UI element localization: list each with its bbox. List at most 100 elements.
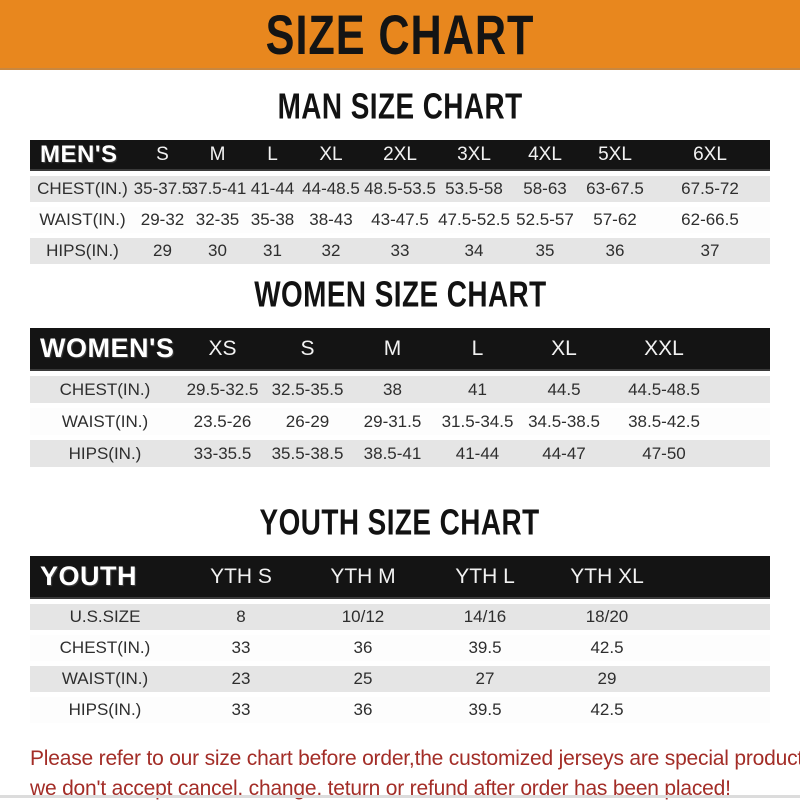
women-waist-row: WAIST(IN.) 23.5-26 26-29 29-31.5 31.5-34… — [30, 408, 770, 435]
youth-table-label: YOUTH — [40, 561, 137, 591]
cell: 27 — [475, 669, 495, 688]
women-header-row: WOMEN'S XS S M L XL XXL — [30, 328, 770, 371]
cell: 43-47.5 — [371, 210, 429, 229]
spacer-cell — [720, 408, 770, 435]
cell: 47-50 — [642, 443, 686, 463]
cell: 35-38 — [250, 210, 295, 229]
row-label: HIPS(IN.) — [68, 700, 142, 719]
cell: 32.5-35.5 — [271, 379, 344, 399]
cell: 67.5-72 — [681, 179, 739, 198]
cell: 36 — [605, 241, 625, 260]
disclaimer-line-1: Please refer to our size chart before or… — [30, 747, 800, 770]
bottom-divider — [0, 795, 800, 798]
cell: 29 — [153, 241, 172, 260]
cell: 29-31.5 — [363, 411, 422, 431]
row-label: U.S.SIZE — [69, 607, 141, 626]
cell: 38 — [383, 379, 402, 399]
cell: 23.5-26 — [193, 411, 252, 431]
youth-ussize-row: U.S.SIZE 8 10/12 14/16 18/20 — [30, 604, 770, 630]
row-label: CHEST(IN.) — [59, 379, 151, 399]
cell: 38.5-42.5 — [628, 411, 700, 431]
cell: 57-62 — [593, 210, 637, 229]
cell: 41 — [468, 379, 487, 399]
men-size-table: MEN'S S M L XL 2XL 3XL 4XL 5XL 6XL CHEST… — [30, 140, 770, 264]
cell: 23 — [231, 669, 251, 688]
men-col-5xl: 5XL — [598, 143, 632, 165]
spacer-cell — [668, 604, 770, 630]
cell: 8 — [236, 607, 246, 626]
row-label: CHEST(IN.) — [59, 638, 151, 657]
men-col-4xl: 4XL — [528, 143, 562, 165]
men-col-xl: XL — [319, 143, 343, 165]
youth-col-xl: YTH XL — [570, 564, 644, 588]
youth-size-table: YOUTH YTH S YTH M YTH L YTH XL U.S.SIZE … — [30, 556, 770, 723]
men-table-label: MEN'S — [40, 140, 118, 168]
disclaimer-line-2: we don't accept cancel, change, teturn o… — [30, 777, 731, 800]
cell: 30 — [208, 241, 227, 260]
cell: 58-63 — [523, 179, 567, 198]
men-col-s: S — [156, 143, 169, 165]
cell: 10/12 — [341, 607, 385, 626]
cell: 34 — [464, 241, 484, 260]
youth-chest-row: CHEST(IN.) 33 36 39.5 42.5 — [30, 635, 770, 661]
cell: 47.5-52.5 — [438, 210, 510, 229]
cell: 44-48.5 — [302, 179, 360, 198]
cell: 25 — [353, 669, 373, 688]
cell: 63-67.5 — [586, 179, 644, 198]
row-label: WAIST(IN.) — [61, 411, 149, 431]
cell: 29.5-32.5 — [186, 379, 259, 399]
cell: 37.5-41 — [188, 179, 247, 198]
men-col-m: M — [209, 143, 226, 165]
man-section-title: MAN SIZE CHART — [277, 86, 523, 127]
cell: 32-35 — [195, 210, 240, 229]
men-col-6xl: 6XL — [693, 143, 727, 165]
men-header-row: MEN'S S M L XL 2XL 3XL 4XL 5XL 6XL — [30, 140, 770, 171]
women-col-l: L — [471, 336, 484, 360]
row-label: WAIST(IN.) — [39, 210, 126, 229]
youth-col-m: YTH M — [330, 564, 396, 588]
cell: 62-66.5 — [681, 210, 739, 229]
row-label: CHEST(IN.) — [37, 179, 128, 198]
cell: 33 — [231, 700, 251, 719]
men-waist-row: WAIST(IN.) 29-32 32-35 35-38 38-43 43-47… — [30, 207, 770, 233]
cell: 39.5 — [468, 700, 502, 719]
youth-col-s: YTH S — [210, 564, 272, 588]
cell: 29 — [597, 669, 617, 688]
cell: 44.5-48.5 — [628, 379, 700, 399]
spacer-cell — [668, 635, 770, 661]
youth-header-row: YOUTH YTH S YTH M YTH L YTH XL — [30, 556, 770, 599]
men-col-l: L — [267, 143, 278, 165]
men-chest-row: CHEST(IN.) 35-37.5 37.5-41 41-44 44-48.5… — [30, 176, 770, 202]
cell: 18/20 — [585, 607, 629, 626]
row-label: HIPS(IN.) — [46, 241, 119, 260]
cell: 38.5-41 — [363, 443, 422, 463]
cell: 33-35.5 — [193, 443, 252, 463]
disclaimer: Please refer to our size chart before or… — [0, 744, 800, 804]
cell: 44.5 — [547, 379, 581, 399]
banner: SIZE CHART — [0, 0, 800, 70]
men-col-2xl: 2XL — [383, 143, 417, 165]
women-col-xxl: XXL — [644, 336, 684, 360]
spacer-cell — [720, 376, 770, 403]
youth-section-title: YOUTH SIZE CHART — [259, 502, 541, 543]
women-col-xl: XL — [551, 336, 577, 360]
cell: 36 — [353, 638, 373, 657]
cell: 41-44 — [455, 443, 500, 463]
women-col-s: S — [300, 336, 315, 360]
cell: 34.5-38.5 — [528, 411, 600, 431]
cell: 33 — [390, 241, 410, 260]
cell: 48.5-53.5 — [364, 179, 436, 198]
youth-col-l: YTH L — [455, 564, 515, 588]
cell: 31 — [263, 241, 282, 260]
youth-hips-row: HIPS(IN.) 33 36 39.5 42.5 — [30, 697, 770, 723]
cell: 35-37.5 — [133, 179, 192, 198]
women-table-label: WOMEN'S — [40, 333, 175, 363]
women-col-m: M — [383, 336, 402, 360]
cell: 42.5 — [590, 700, 624, 719]
cell: 42.5 — [590, 638, 624, 657]
cell: 29-32 — [140, 210, 185, 229]
cell: 36 — [353, 700, 373, 719]
spacer-cell — [668, 697, 770, 723]
spacer-cell — [720, 328, 770, 369]
cell: 37 — [700, 241, 720, 260]
